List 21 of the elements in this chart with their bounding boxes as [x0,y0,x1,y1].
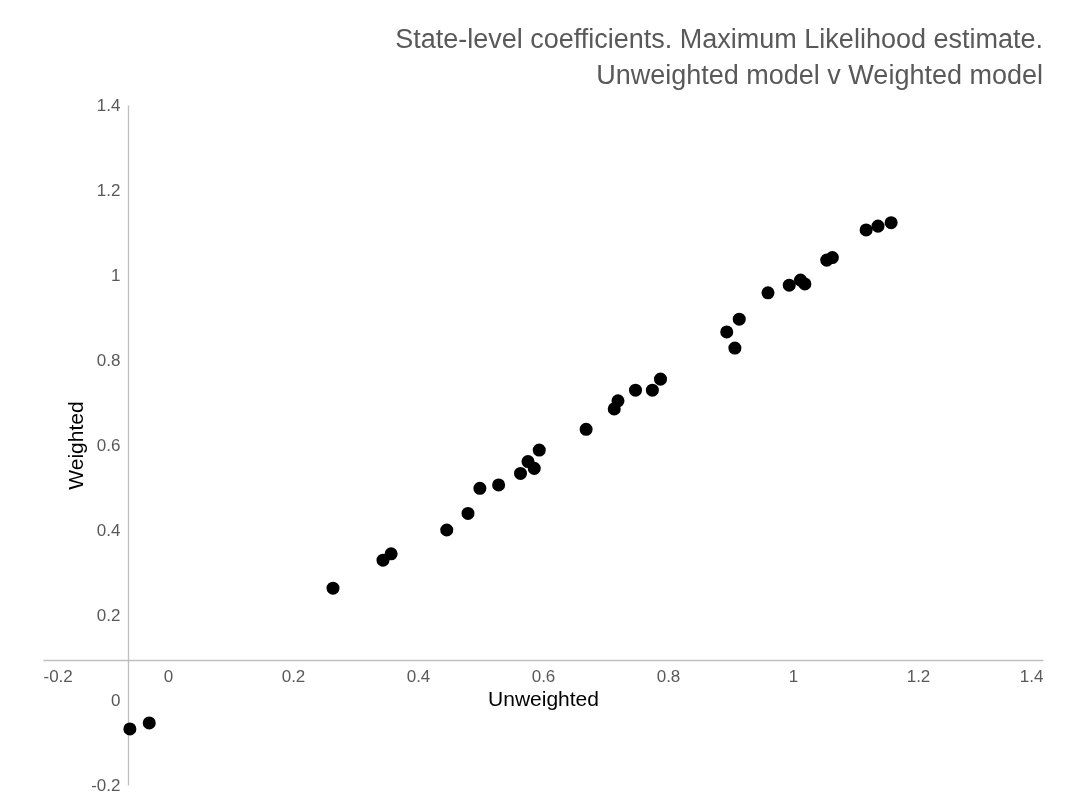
y-tick-label: 1 [111,265,121,285]
y-tick-label: 0.4 [96,520,121,540]
y-tick-label: 0 [111,690,121,710]
x-tick-label: 0.2 [281,666,306,686]
x-tick-label: 0.8 [656,666,681,686]
y-axis-title: Weighted [64,401,88,490]
x-tick-label: 1.4 [1019,666,1044,686]
x-axis-title: Unweighted [488,686,599,710]
chart-title: State-level coefficients. Maximum Likelihood estimate. Unweighted model v Weighted model [395,24,1043,90]
x-tick-label: -0.2 [43,666,73,686]
x-tick-label: 1.2 [906,666,931,686]
y-tick-label: 1.4 [96,95,121,115]
y-tick-label: -0.2 [91,775,121,795]
y-tick-label: 0.6 [96,435,121,455]
y-tick-label: 0.8 [96,350,121,370]
y-tick-label: 0.2 [96,605,121,625]
y-tick-label: 1.2 [96,180,121,200]
x-tick-label: 0 [163,666,174,686]
x-tick-label: 0.4 [406,666,431,686]
x-tick-label: 1 [788,666,799,686]
x-tick-label: 0.6 [531,666,556,686]
